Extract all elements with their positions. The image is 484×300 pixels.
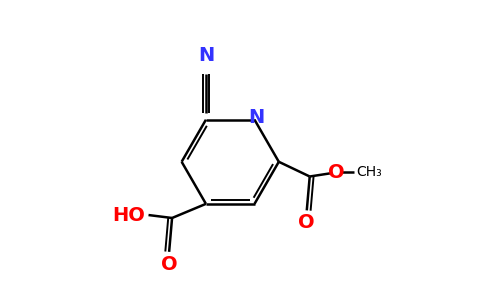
Text: N: N xyxy=(198,46,214,65)
Text: O: O xyxy=(299,213,315,232)
Text: O: O xyxy=(161,255,178,274)
Text: O: O xyxy=(328,163,345,182)
Text: CH₃: CH₃ xyxy=(356,165,382,179)
Text: N: N xyxy=(249,108,265,127)
Text: HO: HO xyxy=(113,206,146,224)
